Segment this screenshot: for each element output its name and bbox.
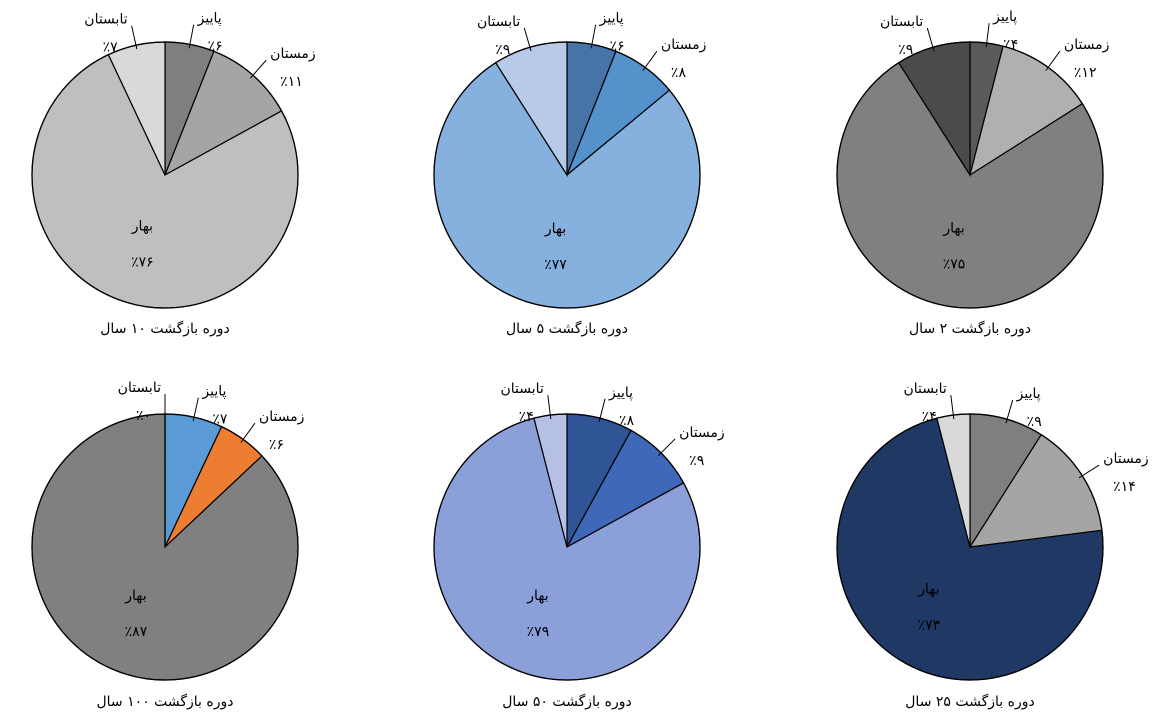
slice-value: ٪۹ xyxy=(1027,414,1042,430)
slice-name: بهار xyxy=(942,220,964,236)
slice-name: زمستان xyxy=(679,425,725,441)
pie-outline xyxy=(31,413,299,681)
slice-name: تابستان xyxy=(880,14,923,30)
chart-title: دوره بازگشت ۵ سال xyxy=(506,320,628,337)
pie-chart: دوره بازگشت ۱۰۰ سال پاییز ٪۷ زمستان ٪۶ بهار ٪۸… xyxy=(31,380,305,710)
slice-name: بهار xyxy=(526,588,548,604)
slice-name: پاییز xyxy=(608,385,633,401)
slice-value: ٪۹ xyxy=(495,42,510,58)
slice-value: ٪۷۹ xyxy=(527,624,550,640)
slice-name: زمستان xyxy=(259,409,305,425)
chart-title: دوره بازگشت ۵۰ سال xyxy=(502,693,632,710)
chart-title: دوره بازگشت ۱۰۰ سال xyxy=(96,693,233,710)
slice-name: پاییز xyxy=(1016,386,1041,402)
slice-name: زمستان xyxy=(1103,451,1149,467)
pie-outline xyxy=(433,413,701,681)
chart-title: دوره بازگشت ۲۵ سال xyxy=(905,693,1035,710)
slice-value: ٪۹ xyxy=(898,42,913,58)
slice-name: تابستان xyxy=(903,381,946,397)
slice-value: ٪۸ xyxy=(671,65,687,81)
slice-name: زمستان xyxy=(270,46,316,62)
chart-title: دوره بازگشت ۲ سال xyxy=(909,320,1031,337)
slice-name: زمستان xyxy=(1064,37,1110,53)
slice-value: ٪۷۶ xyxy=(131,255,154,271)
slice-value: ٪۱۴ xyxy=(1113,479,1136,495)
pie-outline xyxy=(836,413,1104,681)
slice-name: تابستان xyxy=(84,12,127,28)
slice-name: بهار xyxy=(131,219,153,235)
slice-value: ٪۷۷ xyxy=(544,257,567,273)
slice-value: ٪۱۲ xyxy=(1074,65,1097,81)
slice-name: پاییز xyxy=(201,384,226,400)
slice-value: ٪۶ xyxy=(269,437,284,453)
slice-value: ٪۸ xyxy=(619,413,635,429)
slice-value: ٪۸۷ xyxy=(125,624,148,640)
pie-outline xyxy=(433,41,701,309)
slice-name: پاییز xyxy=(599,11,624,27)
slice-name: تابستان xyxy=(477,14,520,30)
pie-outline xyxy=(836,41,1104,309)
slice-name: تابستان xyxy=(118,380,161,396)
slice-value: ٪۷۳ xyxy=(918,618,941,634)
slice-name: بهار xyxy=(544,221,566,237)
slice-name: بهار xyxy=(917,582,939,598)
pie-chart: دوره بازگشت ۵۰ سال پاییز ٪۸ زمستان ٪۹ بهار ٪۷۹… xyxy=(433,381,725,710)
slice-name: زمستان xyxy=(661,37,707,53)
slice-name: پاییز xyxy=(197,11,222,27)
slice-value: ٪۷ xyxy=(212,412,228,428)
slice-value: ٪۱۱ xyxy=(280,74,303,90)
slice-name: تابستان xyxy=(500,381,543,397)
slice-name: بهار xyxy=(124,588,146,604)
pie-chart: دوره بازگشت ۲۵ سال پاییز ٪۹ زمستان ٪۱۴ بهار ٪۷… xyxy=(836,381,1149,710)
slice-name: پاییز xyxy=(992,9,1017,25)
pie-outline xyxy=(31,41,299,309)
slice-value: ٪۷۵ xyxy=(943,256,966,272)
chart-title: دوره بازگشت ۱۰ سال xyxy=(100,320,230,337)
slice-value: ٪۹ xyxy=(689,453,704,469)
